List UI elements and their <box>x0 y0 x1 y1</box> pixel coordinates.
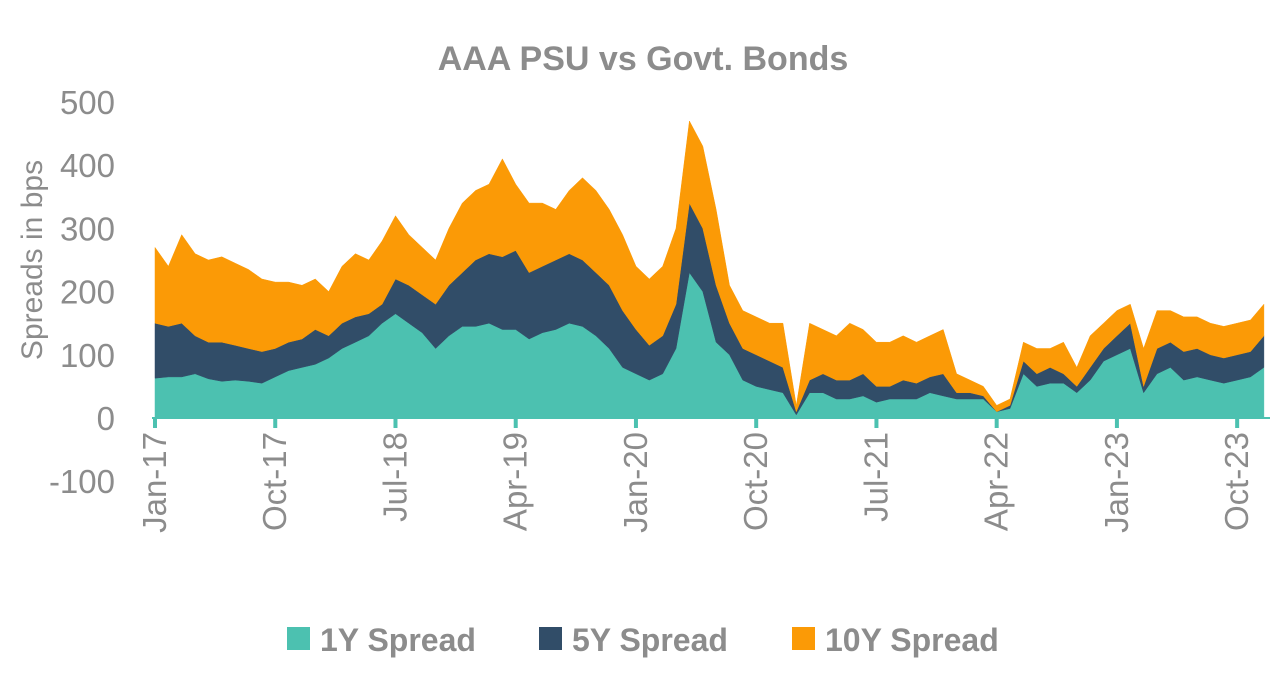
x-tick-label: Jan-23 <box>1098 432 1135 533</box>
x-tick-label: Oct-23 <box>1218 432 1255 531</box>
y-axis-label: Spreads in bps <box>16 160 49 360</box>
x-tick-label: Jan-20 <box>617 432 654 533</box>
legend: 1Y Spread 5Y Spread 10Y Spread <box>287 622 999 658</box>
y-tick-labels: -100 0 100 200 300 400 500 <box>49 84 115 500</box>
legend-swatch <box>792 627 815 650</box>
legend-swatch <box>287 627 310 650</box>
legend-swatch <box>539 627 562 650</box>
x-tick-label: Oct-20 <box>737 432 774 531</box>
y-tick-label: 200 <box>60 274 115 311</box>
y-tick-label: 500 <box>60 84 115 121</box>
legend-label: 5Y Spread <box>572 622 728 658</box>
area-series-3 <box>154 120 1265 413</box>
y-tick-label: 100 <box>60 337 115 374</box>
legend-label: 10Y Spread <box>825 622 999 658</box>
x-tick-label: Jan-17 <box>136 432 173 533</box>
y-tick-label: -100 <box>49 463 115 500</box>
legend-label: 1Y Spread <box>320 622 476 658</box>
y-tick-label: 0 <box>97 400 115 437</box>
x-tick-label: Apr-22 <box>978 432 1015 531</box>
x-tick-label: Apr-19 <box>497 432 534 531</box>
x-tick-label: Jul-18 <box>376 432 413 522</box>
chart-title: AAA PSU vs Govt. Bonds <box>438 40 849 78</box>
x-tick-labels: Jan-17 Oct-17 Jul-18 Apr-19 Jan-20 Oct-20 Jul-… <box>136 418 1255 533</box>
y-tick-label: 300 <box>60 210 115 247</box>
x-tick-label: Oct-17 <box>256 432 293 531</box>
plot-areas <box>154 120 1265 419</box>
x-tick-label: Jul-21 <box>857 432 894 522</box>
y-tick-label: 400 <box>60 147 115 184</box>
